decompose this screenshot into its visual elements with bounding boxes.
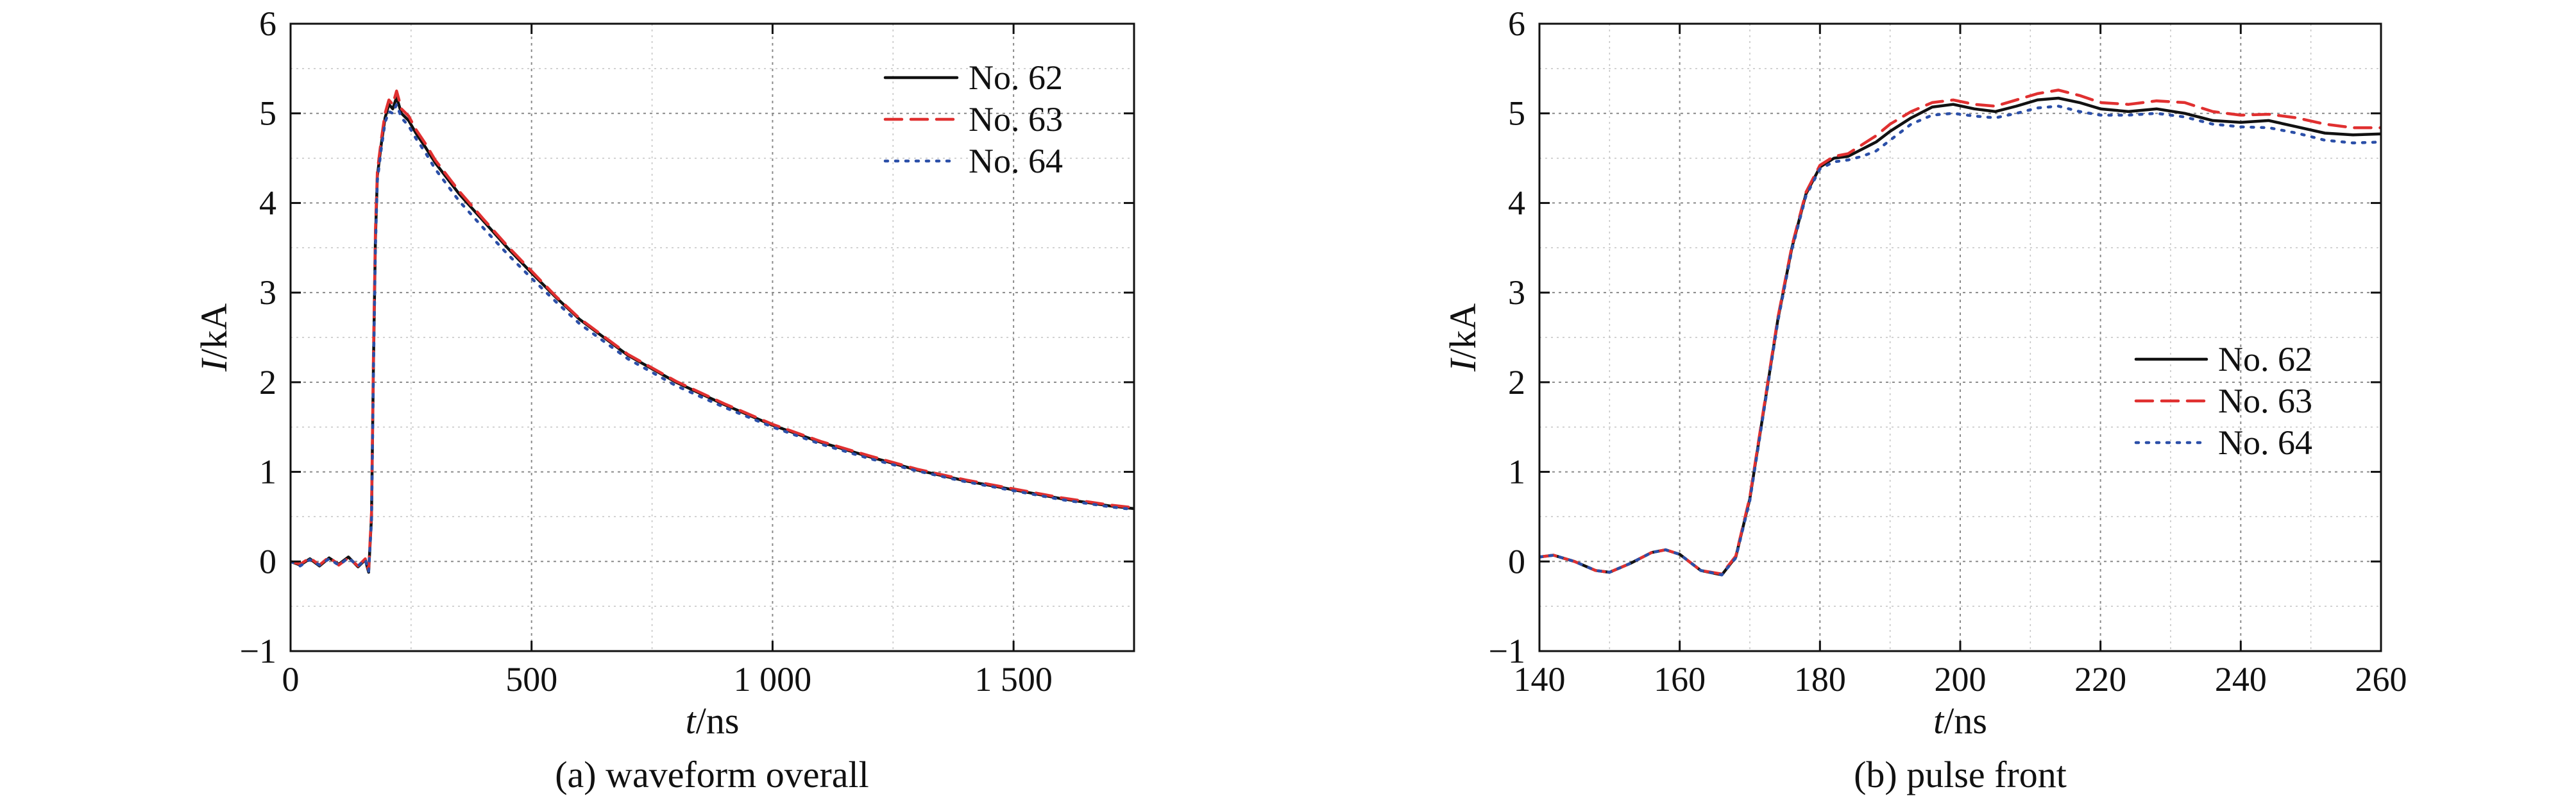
legend-label: No. 64 [969,142,1063,180]
y-tick-label: 3 [259,273,276,312]
y-tick-label: 6 [1508,4,1525,43]
y-tick-label: 0 [259,542,276,581]
legend-label: No. 63 [2218,382,2312,420]
y-tick-label: 5 [259,94,276,133]
y-tick-label: 3 [1508,273,1525,312]
x-axis-title: t/ns [1933,700,1987,742]
x-tick-label: 180 [1794,660,1846,699]
x-axis-title: t/ns [686,700,740,742]
series-line-no64 [1539,105,2381,577]
x-tick-label: 140 [1514,660,1566,699]
series-line-no62 [1539,96,2381,577]
y-tick-label: 5 [1508,94,1525,133]
x-tick-label: 160 [1654,660,1706,699]
panel-caption: (a) waveform overall [555,754,869,795]
y-tick-label: 0 [1508,542,1525,581]
panel-caption: (b) pulse front [1854,754,2067,795]
x-axis-unit: /ns [1944,700,1987,742]
series-line-no63 [291,89,1134,572]
grid [291,24,1134,651]
legend-label: No. 64 [2218,423,2312,462]
y-axis-title: I/kA [193,303,235,372]
panel-b: 140 160 180 200 220 240 260 −1 0 1 2 3 4 5 6 t/ns I/kA No… [1442,4,2407,795]
x-tick-label: 200 [1935,660,1987,699]
y-axis-unit: /kA [193,303,235,359]
x-tick-label: 240 [2215,660,2267,699]
x-axis-unit: /ns [696,700,740,742]
x-tick-label: 0 [282,660,300,699]
legend-label: No. 63 [969,100,1063,139]
x-axis-symbol: t [686,700,697,742]
y-tick-label: 2 [1508,363,1525,402]
y-tick-label: 6 [259,4,276,43]
y-axis-symbol: I [193,357,235,372]
x-axis-symbol: t [1933,700,1945,742]
y-tick-label: −1 [240,632,276,670]
y-axis-title: I/kA [1442,303,1484,372]
y-axis-unit: /kA [1442,303,1484,359]
x-tick-label: 1 000 [734,660,812,699]
legend-label: No. 62 [2218,340,2312,378]
x-tick-label: 1 500 [974,660,1053,699]
y-tick-label: 1 [1508,453,1525,491]
plot-frame [289,22,1135,652]
grid [1539,24,2381,651]
y-tick-label: 4 [1508,183,1525,222]
x-tick-label: 220 [2074,660,2126,699]
x-tick-label: 260 [2355,660,2407,699]
legend-label: No. 62 [969,58,1063,97]
y-tick-label: 1 [259,453,276,491]
x-tick-label: 500 [505,660,557,699]
y-tick-label: 2 [259,363,276,402]
y-tick-label: −1 [1489,632,1525,670]
y-axis-symbol: I [1442,357,1484,372]
y-tick-label: 4 [259,183,276,222]
